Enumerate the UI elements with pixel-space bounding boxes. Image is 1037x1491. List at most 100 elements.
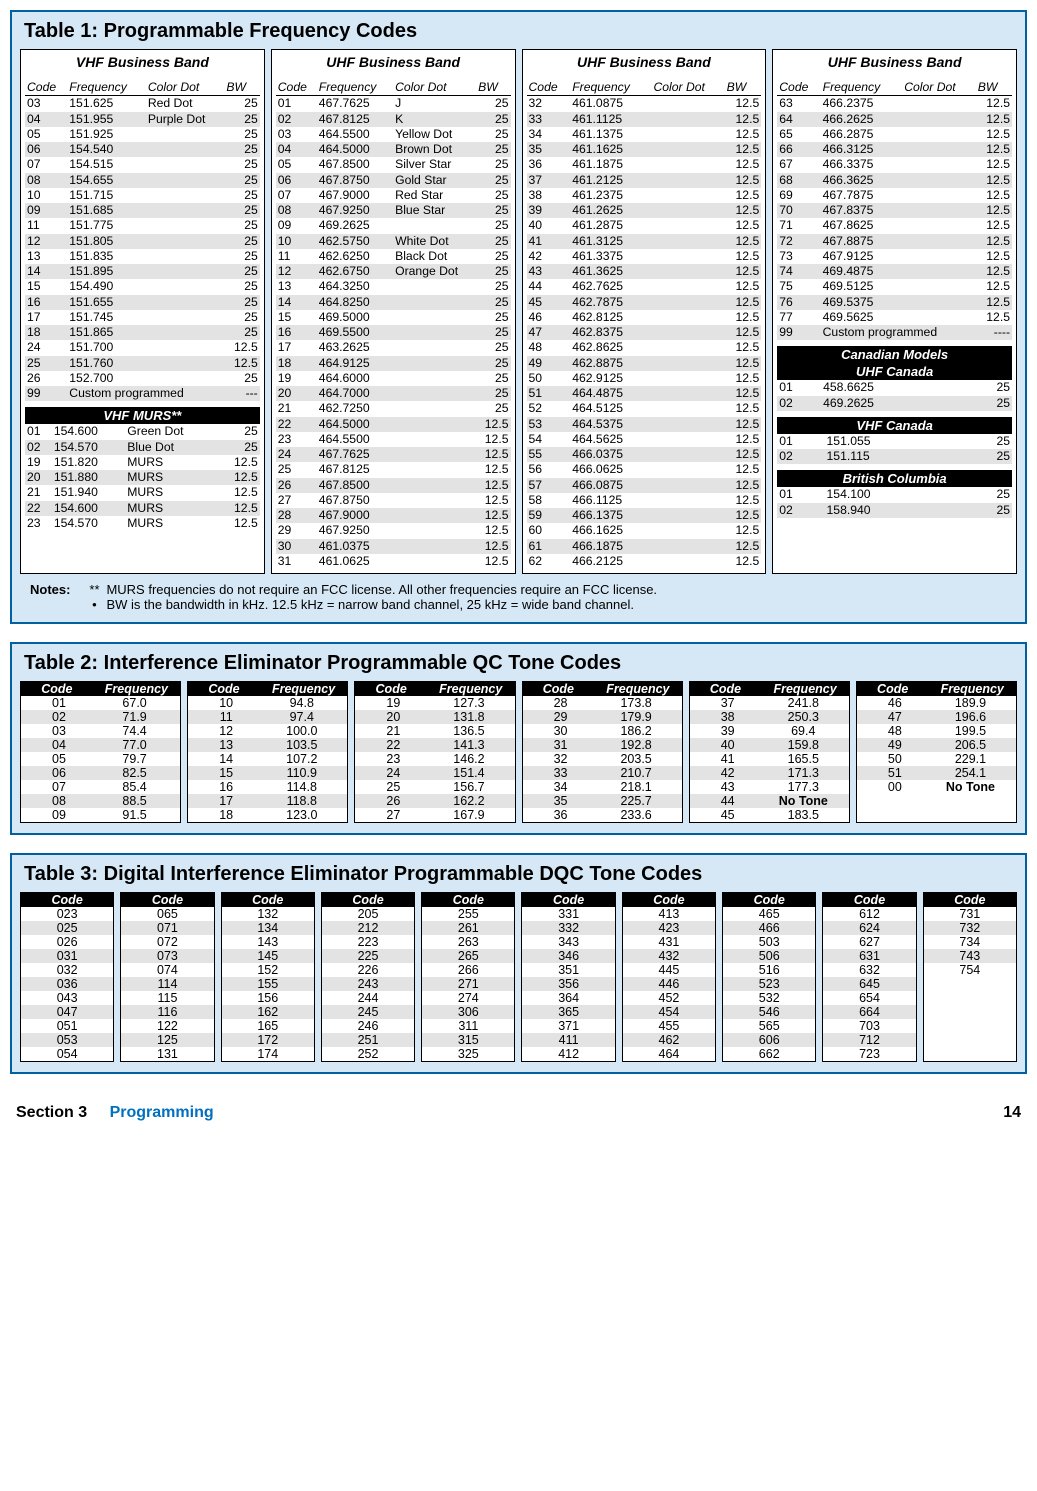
qc-row: 32203.5 <box>523 752 682 766</box>
qc-row: 0374.4 <box>21 724 180 738</box>
table-row: 49462.887512.5 <box>527 356 762 371</box>
dqc-row: 462 <box>623 1033 715 1047</box>
dqc-row: 732 <box>924 921 1016 935</box>
table-row: 02151.11525 <box>777 449 1012 464</box>
dqc-row: 532 <box>723 991 815 1005</box>
dqc-row: 351 <box>522 963 614 977</box>
table-row: 73467.912512.5 <box>777 249 1012 264</box>
dqc-row: 523 <box>723 977 815 991</box>
qc-row: 26162.2 <box>355 794 514 808</box>
dqc-row: 074 <box>121 963 213 977</box>
table-row: 08154.65525 <box>25 173 260 188</box>
qc-row: 41165.5 <box>690 752 849 766</box>
table-row: 11151.77525 <box>25 218 260 233</box>
dqc-row: 244 <box>322 991 414 1005</box>
dqc-row: 252 <box>322 1047 414 1061</box>
table-row: 40461.287512.5 <box>527 218 762 233</box>
table-row: 52464.512512.5 <box>527 401 762 416</box>
qc-row: 0682.5 <box>21 766 180 780</box>
table-row: 60466.162512.5 <box>527 523 762 538</box>
dqc-row: 245 <box>322 1005 414 1019</box>
table-row: 31461.062512.5 <box>276 554 511 569</box>
dqc-row: 412 <box>522 1047 614 1061</box>
dqc-row: 261 <box>422 921 514 935</box>
table-row: 70467.837512.5 <box>777 203 1012 218</box>
table-row: 01467.7625J25 <box>276 96 511 112</box>
table-row: 09469.262525 <box>276 218 511 233</box>
table-row: 30461.037512.5 <box>276 539 511 554</box>
table-row: 09151.68525 <box>25 203 260 218</box>
dqc-row: 506 <box>723 949 815 963</box>
table-row: 23154.570MURS12.5 <box>25 516 260 531</box>
dqc-row: 454 <box>623 1005 715 1019</box>
qc-row: 24151.4 <box>355 766 514 780</box>
table-row: 42461.337512.5 <box>527 249 762 264</box>
table-row: 51464.487512.5 <box>527 386 762 401</box>
dqc-row: 172 <box>222 1033 314 1047</box>
dqc-row: 754 <box>924 963 1016 977</box>
dqc-row: 734 <box>924 935 1016 949</box>
dqc-row: 331 <box>522 907 614 921</box>
table-row: 16469.550025 <box>276 325 511 340</box>
qc-row: 30186.2 <box>523 724 682 738</box>
table-row: 39461.262512.5 <box>527 203 762 218</box>
table-row: 45462.787512.5 <box>527 295 762 310</box>
dqc-row: 131 <box>121 1047 213 1061</box>
table-row: 16151.65525 <box>25 295 260 310</box>
qc-row: 00No Tone <box>857 780 1016 794</box>
dqc-row: 445 <box>623 963 715 977</box>
dqc-row: 243 <box>322 977 414 991</box>
dqc-row: 731 <box>924 907 1016 921</box>
table2-columns: CodeFrequency0167.00271.90374.40477.0057… <box>20 681 1017 823</box>
qc-row: 27167.9 <box>355 808 514 822</box>
table-row: 57466.087512.5 <box>527 478 762 493</box>
table-row: 28467.900012.5 <box>276 508 511 523</box>
table-row: 22154.600MURS12.5 <box>25 501 260 516</box>
table-row: 05151.92525 <box>25 127 260 142</box>
dqc-row: 156 <box>222 991 314 1005</box>
table-row: 02158.94025 <box>777 503 1012 518</box>
canada-vhf-table: 01151.0552502151.11525 <box>777 434 1012 465</box>
table-row: 37461.212512.5 <box>527 173 762 188</box>
page-footer: Section 3 Programming 14 <box>10 1104 1027 1122</box>
canada-uhf-table: 01458.66252502469.262525 <box>777 380 1012 411</box>
dqc-row: 122 <box>121 1019 213 1033</box>
table-row: 56466.062512.5 <box>527 462 762 477</box>
qc-column: CodeFrequency46189.947196.648199.549206.… <box>856 681 1017 823</box>
dqc-row: 306 <box>422 1005 514 1019</box>
table-row: 67466.337512.5 <box>777 157 1012 172</box>
hdr-code: Code <box>25 80 67 96</box>
table-row: 04464.5000Brown Dot25 <box>276 142 511 157</box>
qc-row: 25156.7 <box>355 780 514 794</box>
qc-row: 3969.4 <box>690 724 849 738</box>
table3-columns: Code023025026031032036043047051053054Cod… <box>20 892 1017 1062</box>
table-row: 10151.71525 <box>25 188 260 203</box>
dqc-row: 165 <box>222 1019 314 1033</box>
table-row: 14151.89525 <box>25 264 260 279</box>
table2-title: Table 2: Interference Eliminator Program… <box>24 652 1017 675</box>
table1-col1: VHF Business Band Code Frequency Color D… <box>20 49 265 574</box>
table-row: 05467.8500Silver Star25 <box>276 157 511 172</box>
qc-row: 16114.8 <box>188 780 347 794</box>
dqc-row: 116 <box>121 1005 213 1019</box>
qc-row: 1197.4 <box>188 710 347 724</box>
dqc-row: 664 <box>823 1005 915 1019</box>
table-row: 01458.662525 <box>777 380 1012 395</box>
footer-page: 14 <box>1003 1104 1021 1122</box>
table-row: 76469.537512.5 <box>777 295 1012 310</box>
qc-row: 22141.3 <box>355 738 514 752</box>
dqc-row: 125 <box>121 1033 213 1047</box>
qc-row: 13103.5 <box>188 738 347 752</box>
dqc-row: 226 <box>322 963 414 977</box>
table1-title: Table 1: Programmable Frequency Codes <box>24 20 1017 43</box>
table-row: 17463.262525 <box>276 340 511 355</box>
dqc-row: 132 <box>222 907 314 921</box>
qc-row: 49206.5 <box>857 738 1016 752</box>
table-row: 48462.862512.5 <box>527 340 762 355</box>
dqc-column: Code205212223225226243244245246251252 <box>321 892 415 1062</box>
qc-row: 20131.8 <box>355 710 514 724</box>
dqc-row: 152 <box>222 963 314 977</box>
table-row: 62466.212512.5 <box>527 554 762 569</box>
dqc-row: 271 <box>422 977 514 991</box>
table1-col4: UHF Business Band Code Frequency Color D… <box>772 49 1017 574</box>
